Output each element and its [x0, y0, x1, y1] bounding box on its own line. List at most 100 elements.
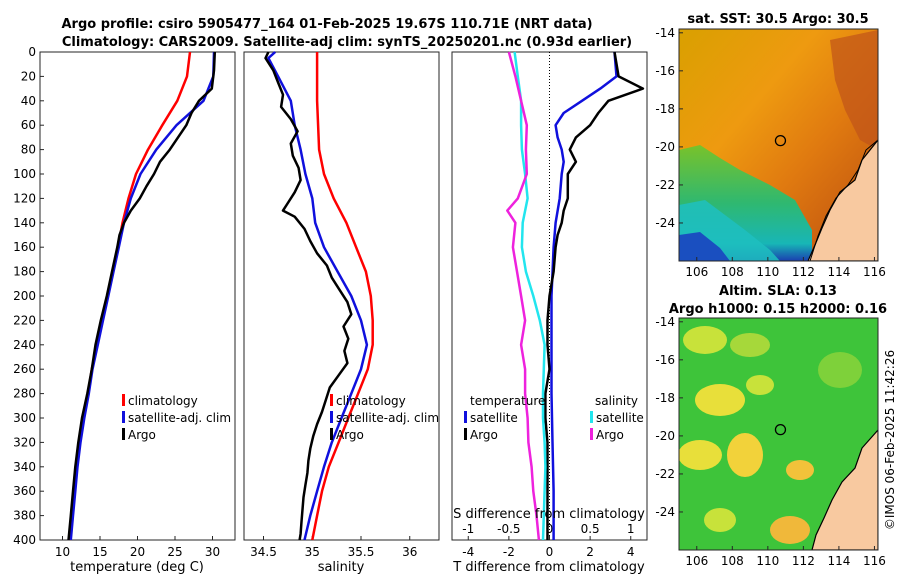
legend-label-satellite: satellite-adj. clim: [336, 411, 439, 425]
map-x-tick-label: 116: [863, 554, 886, 568]
map-y-tick-label: -22: [655, 467, 675, 481]
difference-lines: [506, 51, 645, 541]
salinity-axes-box: [243, 51, 440, 541]
map-x-tick-label: 106: [685, 554, 708, 568]
series-line-argo: [264, 51, 353, 541]
sst-map-frame: [678, 28, 879, 262]
legend-label-satellite: satellite-adj. clim: [128, 411, 231, 425]
x2-tick-label: -0.5: [497, 522, 520, 536]
legend-swatch-climatology: [330, 394, 333, 406]
x-tick-label: 0: [546, 545, 554, 559]
map-x-tick-label: 110: [756, 265, 779, 279]
map-y-tick-label: -24: [655, 216, 675, 230]
depth-tick-label: 260: [13, 362, 36, 376]
legend-swatch-s-satellite: [590, 411, 593, 423]
legend-label-argo: Argo: [336, 428, 364, 442]
legend-swatch-satellite: [122, 411, 125, 423]
depth-tick-label: 40: [21, 94, 36, 108]
temperature-legend: climatology satellite-adj. clim Argo: [122, 394, 231, 442]
temperature-panel: 0 20 40 60 80 100 120 140 160 180 200 220 240 260 280 3…: [13, 45, 236, 575]
sst-argo-location-marker: [774, 134, 787, 147]
map-x-tick-label: 112: [792, 265, 815, 279]
depth-tick-label: 60: [21, 118, 36, 132]
x2-tick-label: 1: [627, 522, 635, 536]
legend-label-t-argo: Argo: [470, 428, 498, 442]
series-line-temperature-satellite: [550, 51, 618, 540]
x-tick-label: 30: [205, 545, 220, 559]
map-y-tick-label: -20: [655, 429, 675, 443]
imos-timestamp-watermark: ©IMOS 06-Feb-2025 11:42:26: [883, 350, 897, 530]
x2-tick-label: -1: [462, 522, 474, 536]
x-tick-label: 34.5: [250, 545, 277, 559]
temperature-axes-box: [39, 51, 236, 541]
depth-tick-labels: 0 20 40 60 80 100 120 140 160 180 200 220 240 260 280 3…: [13, 45, 44, 547]
x-tick-label: 35: [305, 545, 320, 559]
temperature-x-ticks: 10 15 20 25 30: [55, 536, 220, 559]
salinity-x-ticks: 34.5 35 35.5 36: [250, 536, 417, 559]
legend-swatch-t-satellite: [464, 411, 467, 423]
legend-label-climatology: climatology: [128, 394, 198, 408]
x-tick-label: 4: [627, 545, 635, 559]
map-y-tick-label: -14: [655, 26, 675, 40]
map-y-tick-label: -14: [655, 315, 675, 329]
map-y-tick-label: -24: [655, 505, 675, 519]
x-tick-label: 15: [92, 545, 107, 559]
salinity-legend: climatology satellite-adj. clim Argo: [330, 394, 439, 442]
sst-map-ticks: 106 108 110 112 114 116 -14 -16 -18 -20 -22 -24: [655, 26, 886, 279]
legend-label-climatology: climatology: [336, 394, 406, 408]
map-x-tick-label: 106: [685, 265, 708, 279]
map-x-tick-label: 114: [827, 265, 850, 279]
series-line-temperature-argo: [544, 51, 645, 540]
salinity-lines: [264, 51, 374, 541]
legend-label-argo: Argo: [128, 428, 156, 442]
x2-tick-label: 0: [546, 522, 554, 536]
legend-title-salinity: salinity: [595, 394, 638, 408]
sla-map-panel: Altim. SLA: 0.13 Argo h1000: 0.15 h2000:…: [655, 284, 887, 568]
sst-map-panel: sat. SST: 30.5 Argo: 30.5 106 108 110 112 11…: [655, 12, 886, 279]
depth-tick-label: 100: [13, 167, 36, 181]
x-tick-label: 35.5: [348, 545, 375, 559]
depth-tick-label: 400: [13, 533, 36, 547]
depth-tick-label: 0: [28, 45, 36, 59]
legend-title-temperature: temperature: [470, 394, 545, 408]
map-x-tick-label: 112: [792, 554, 815, 568]
figure-title-line2: Climatology: CARS2009. Satellite-adj cli…: [62, 35, 632, 50]
depth-tick-label: 200: [13, 289, 36, 303]
depth-tick-label: 280: [13, 387, 36, 401]
legend-label-t-satellite: satellite: [470, 411, 518, 425]
sla-map-frame: [678, 317, 879, 551]
map-y-tick-label: -18: [655, 102, 675, 116]
series-line-satellite-adj.-clim: [267, 51, 369, 541]
map-x-tick-label: 108: [721, 265, 744, 279]
sla-map-title-line1: Altim. SLA: 0.13: [719, 284, 837, 299]
legend-swatch-satellite: [330, 411, 333, 423]
x-tick-label: 20: [130, 545, 145, 559]
series-line-satellite-adj.-clim: [69, 51, 216, 541]
series-line-climatology: [311, 52, 374, 541]
depth-tick-label: 380: [13, 509, 36, 523]
legend-swatch-s-argo: [590, 428, 593, 440]
depth-tick-label: 220: [13, 313, 36, 327]
map-y-tick-label: -20: [655, 140, 675, 154]
depth-tick-label: 140: [13, 216, 36, 230]
legend-swatch-argo: [122, 428, 125, 440]
map-y-tick-label: -16: [655, 64, 675, 78]
x-tick-label: -4: [462, 545, 474, 559]
sla-map-ticks: 106 108 110 112 114 116 -14 -16 -18 -20 -22 -24: [655, 315, 886, 568]
difference-x-ticks: -4 -2 0 2 4 -1 -0.5 0 0.5 1: [462, 522, 634, 559]
x-tick-label: 2: [586, 545, 594, 559]
difference-panel: -4 -2 0 2 4 -1 -0.5 0 0.5 1 T difference from cli…: [451, 51, 648, 575]
x-tick-label: 36: [402, 545, 417, 559]
map-y-tick-label: -18: [655, 391, 675, 405]
depth-tick-label: 300: [13, 411, 36, 425]
series-line-climatology: [68, 51, 192, 541]
temperature-xlabel: temperature (deg C): [70, 560, 204, 575]
legend-swatch-argo: [330, 428, 333, 440]
depth-tick-label: 240: [13, 338, 36, 352]
t-difference-xlabel: T difference from climatology: [452, 560, 645, 575]
x2-tick-label: 0.5: [581, 522, 600, 536]
map-y-tick-label: -16: [655, 353, 675, 367]
depth-tick-label: 80: [21, 143, 36, 157]
series-line-argo: [67, 51, 217, 541]
